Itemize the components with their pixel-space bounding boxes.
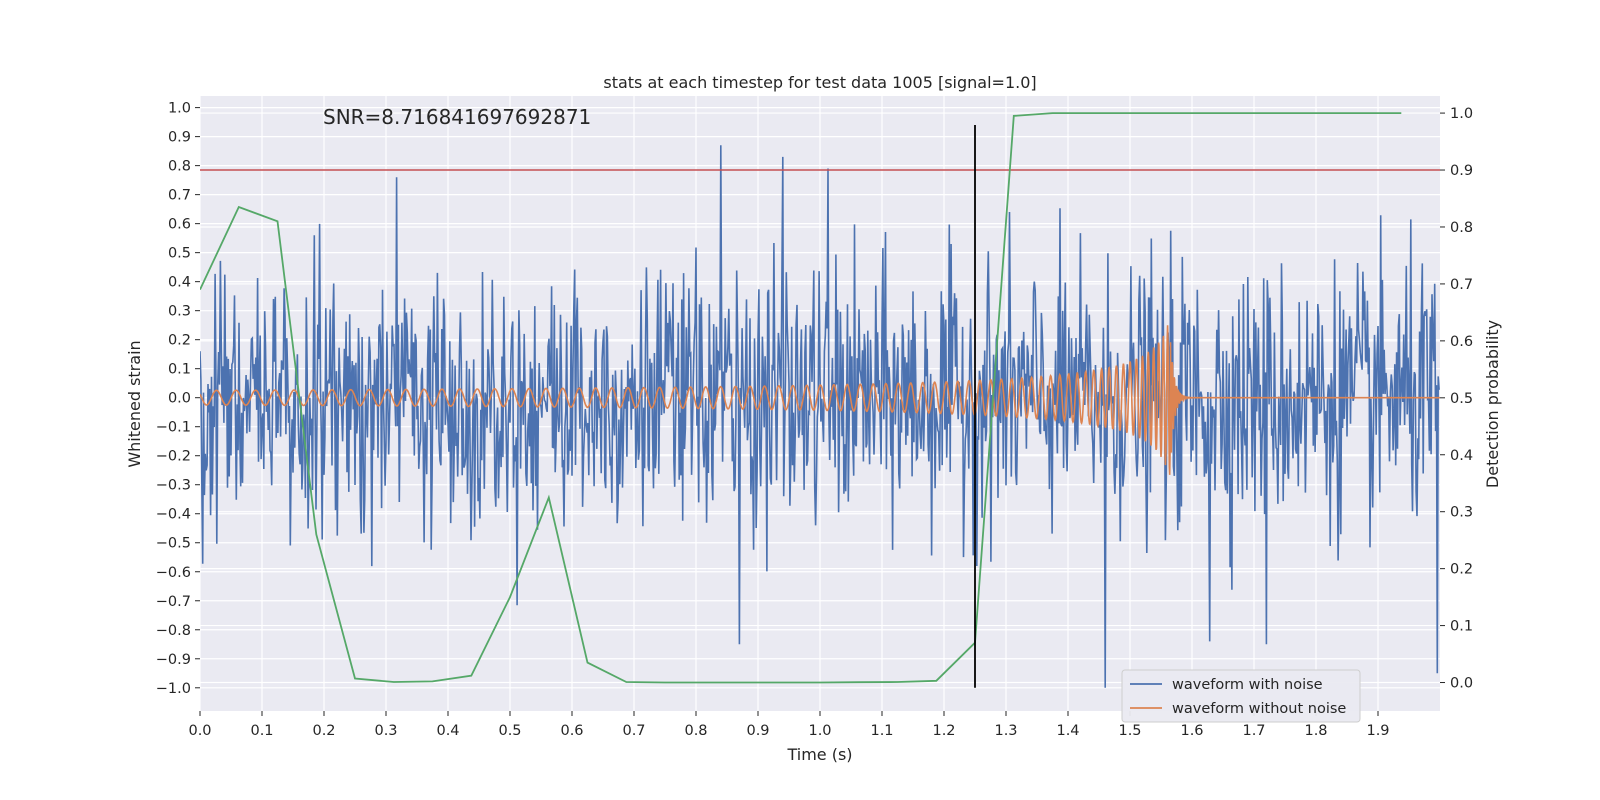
y-tick-label: 0.5	[168, 246, 191, 262]
x-tick-label: 0.0	[188, 723, 211, 739]
x-tick-label: 0.8	[684, 723, 707, 739]
y-tick-label: 0.9	[168, 130, 191, 146]
y-tick-label: 1.0	[168, 101, 191, 117]
y-tick-label: −0.7	[156, 594, 191, 610]
y2-tick-label: 0.2	[1450, 562, 1473, 578]
y2-tick-label: 0.9	[1450, 163, 1473, 179]
x-tick-label: 0.4	[436, 723, 459, 739]
x-tick-label: 0.6	[560, 723, 583, 739]
x-tick-label: 0.1	[250, 723, 273, 739]
y-tick-label: −0.3	[156, 478, 191, 494]
x-tick-label: 0.7	[622, 723, 645, 739]
x-axis-label: Time (s)	[786, 745, 852, 764]
legend: waveform with noise waveform without noi…	[1121, 669, 1361, 723]
y-tick-label: 0.6	[168, 217, 191, 233]
y2-axis-label: Detection probability	[1483, 320, 1502, 488]
x-tick-label: 1.1	[870, 723, 893, 739]
y2-tick-label: 0.5	[1450, 391, 1473, 407]
y2-tick-label: 0.3	[1450, 505, 1473, 521]
y-tick-label: 0.1	[168, 362, 191, 378]
legend-label-noise: waveform with noise	[1172, 677, 1323, 693]
x-tick-label: 0.9	[746, 723, 769, 739]
y2-tick-label: 0.4	[1450, 448, 1473, 464]
y-tick-label: 0.7	[168, 188, 191, 204]
y-tick-label: 0.3	[168, 304, 191, 320]
x-tick-label: 0.3	[374, 723, 397, 739]
chart-title: stats at each timestep for test data 100…	[603, 73, 1036, 92]
x-tick-label: 1.4	[1056, 723, 1079, 739]
y-tick-label: 0.2	[168, 333, 191, 349]
x-tick-label: 0.2	[312, 723, 335, 739]
x-tick-label: 0.5	[498, 723, 521, 739]
series-detection-probability	[200, 112, 1402, 684]
y-tick-label: −0.5	[156, 536, 191, 552]
y-axis-label: Whitened strain	[125, 340, 144, 467]
y2-tick-label: 0.8	[1450, 220, 1473, 236]
y-tick-label: 0.8	[168, 159, 191, 175]
snr-annotation: SNR=8.716841697692871	[323, 105, 591, 129]
series-waveform-with-noise	[200, 145, 1440, 688]
y-tick-label: −1.0	[156, 681, 191, 697]
y-tick-label: −0.9	[156, 652, 191, 668]
x-tick-label: 1.8	[1304, 723, 1327, 739]
y2-tick-label: 1.0	[1450, 106, 1473, 122]
y-tick-label: 0.4	[168, 275, 191, 291]
legend-box	[1121, 669, 1361, 723]
axes: 0.0 0.1 0.2 0.3 0.4 0.5 0.6 0.7 0.8 0.9 1.0 1.1 1.2 1…	[156, 101, 1473, 739]
x-tick-label: 1.3	[994, 723, 1017, 739]
y-tick-label: −0.8	[156, 623, 191, 639]
y-tick-label: −0.6	[156, 565, 191, 581]
x-tick-label: 1.2	[932, 723, 955, 739]
y-tick-label: −0.4	[156, 507, 191, 523]
legend-label-clean: waveform without noise	[1172, 701, 1346, 717]
y-tick-label: −0.2	[156, 449, 191, 465]
x-tick-label: 1.0	[808, 723, 831, 739]
x-tick-label: 1.7	[1242, 723, 1265, 739]
plot-area	[200, 112, 1440, 688]
y2-tick-label: 0.0	[1450, 676, 1473, 692]
y2-tick-label: 0.1	[1450, 619, 1473, 635]
y2-tick-label: 0.6	[1450, 334, 1473, 350]
x-tick-label: 1.9	[1366, 723, 1389, 739]
y2-tick-label: 0.7	[1450, 277, 1473, 293]
x-tick-label: 1.5	[1118, 723, 1141, 739]
series-waveform-without-noise	[200, 325, 1440, 475]
y-tick-label: −0.1	[156, 420, 191, 436]
x-tick-label: 1.6	[1180, 723, 1203, 739]
y-tick-label: 0.0	[168, 391, 191, 407]
